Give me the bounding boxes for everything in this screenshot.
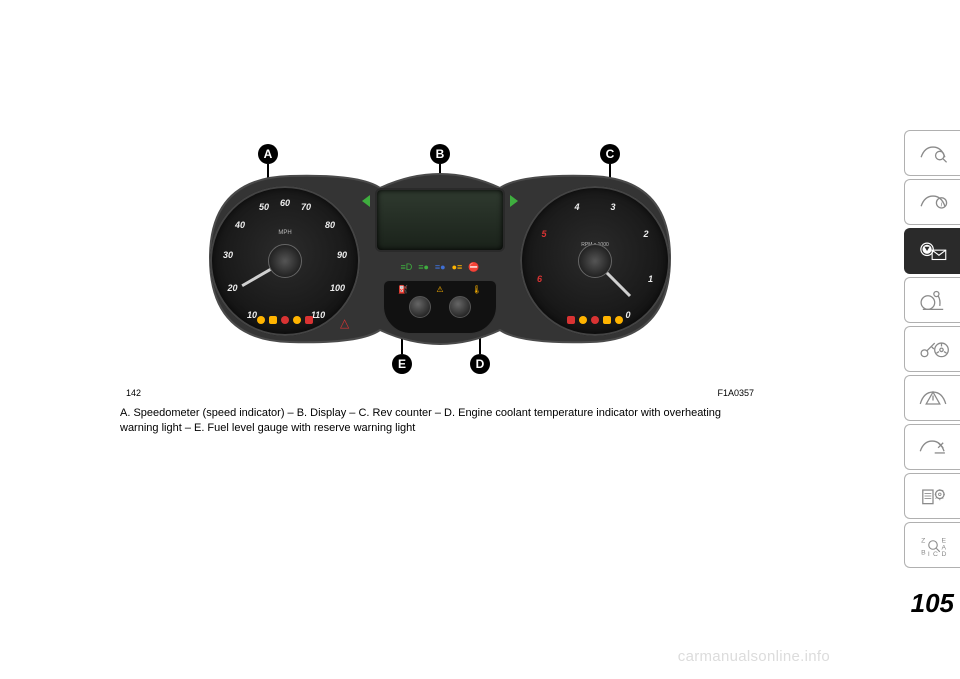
tab-index[interactable]: Z B E A D I C <box>904 522 960 568</box>
speedo-num: 70 <box>301 202 311 212</box>
indicator-row: ≡D ≡● ≡● ●≡ ⛔ <box>365 258 515 276</box>
tach-num: 3 <box>610 202 615 212</box>
tach-num: 2 <box>643 229 648 239</box>
gauge-panel: ⛽ ⚠ 🌡 <box>383 280 497 334</box>
figure: A B C D E MPH 10 20 <box>120 150 760 436</box>
speedo-num: 10 <box>247 310 257 320</box>
tach-hub <box>578 244 612 278</box>
key-wheel-icon <box>916 335 950 363</box>
figure-ref: F1A0357 <box>717 388 754 398</box>
car-search-icon <box>916 139 950 167</box>
knob-left <box>409 296 431 318</box>
svg-text:i: i <box>940 199 942 208</box>
high-beam-icon: ≡● <box>435 262 446 272</box>
knob-right <box>449 296 471 318</box>
page-number: 105 <box>911 588 954 619</box>
tab-key-wheel[interactable] <box>904 326 960 372</box>
car-info-icon: i <box>916 188 950 216</box>
page: carmanualsonline.info i <box>0 0 960 679</box>
svg-text:E: E <box>941 537 946 544</box>
engine-icon: ⚠ <box>436 285 443 294</box>
instrument-cluster: MPH 10 20 30 40 50 60 70 80 90 100 110 <box>180 168 700 348</box>
hazard-icon: △ <box>340 316 349 330</box>
speedometer: MPH 10 20 30 40 50 60 70 80 90 100 110 <box>210 186 360 336</box>
gauge-icons: ⛽ ⚠ 🌡 <box>384 285 496 294</box>
fog-front-icon: ≡D <box>400 262 412 272</box>
seatbelt-icon: ⛔ <box>468 262 479 273</box>
tab-car-warning[interactable] <box>904 375 960 421</box>
temp-icon: 🌡 <box>472 285 482 294</box>
car-warning-icon <box>916 384 950 412</box>
speedo-num: 40 <box>235 220 245 230</box>
tach-num: 0 <box>625 310 630 320</box>
tab-car-search[interactable] <box>904 130 960 176</box>
speedo-num: 20 <box>227 283 237 293</box>
speedo-warning-icons <box>257 316 313 324</box>
fuel-icon: ⛽ <box>398 285 408 294</box>
tab-warning-mail[interactable] <box>904 228 960 274</box>
tab-car-info[interactable]: i <box>904 179 960 225</box>
warning-mail-icon <box>916 237 950 265</box>
display <box>375 188 505 252</box>
airbag-icon <box>916 286 950 314</box>
car-service-icon <box>916 433 950 461</box>
tach-num: 5 <box>541 229 546 239</box>
speedo-num: 60 <box>280 198 290 208</box>
callout-b: B <box>430 144 450 164</box>
tach-num: 1 <box>648 274 653 284</box>
callout-e: E <box>392 354 412 374</box>
speedo-num: 80 <box>325 220 335 230</box>
settings-list-icon <box>916 482 950 510</box>
svg-text:D: D <box>941 551 946 558</box>
tach-num: 4 <box>574 202 579 212</box>
callout-a: A <box>258 144 278 164</box>
speedo-hub <box>268 244 302 278</box>
tach-num: 6 <box>537 274 542 284</box>
svg-text:A: A <box>941 544 946 551</box>
tab-settings-list[interactable] <box>904 473 960 519</box>
figure-caption: A. Speedometer (speed indicator) – B. Di… <box>120 406 760 436</box>
speedo-num: 30 <box>223 250 233 260</box>
svg-text:Z: Z <box>921 537 925 544</box>
fog-rear-icon: ●≡ <box>452 262 463 272</box>
tab-car-service[interactable] <box>904 424 960 470</box>
speedo-num: 100 <box>330 283 345 293</box>
watermark: carmanualsonline.info <box>678 648 830 665</box>
tachometer: RPM x 1000 0 1 2 3 4 5 6 <box>520 186 670 336</box>
svg-text:I: I <box>927 551 929 558</box>
callout-c: C <box>600 144 620 164</box>
tach-warning-icons <box>567 316 623 324</box>
index-icon: Z B E A D I C <box>916 531 950 559</box>
center-stack: ≡D ≡● ≡● ●≡ ⛔ ⛽ ⚠ 🌡 <box>365 188 515 338</box>
svg-text:C: C <box>933 551 938 558</box>
speedo-unit: MPH <box>278 230 291 236</box>
sidebar-tabs: i Z B <box>904 130 960 568</box>
cluster-container: A B C D E MPH 10 20 <box>180 150 700 370</box>
speedo-num: 50 <box>259 202 269 212</box>
speedo-num: 90 <box>337 250 347 260</box>
figure-number: 142 <box>126 388 141 398</box>
svg-text:B: B <box>921 549 926 556</box>
tab-airbag[interactable] <box>904 277 960 323</box>
low-beam-icon: ≡● <box>418 262 429 272</box>
callout-d: D <box>470 354 490 374</box>
figure-labels: 142 F1A0357 <box>120 388 760 398</box>
